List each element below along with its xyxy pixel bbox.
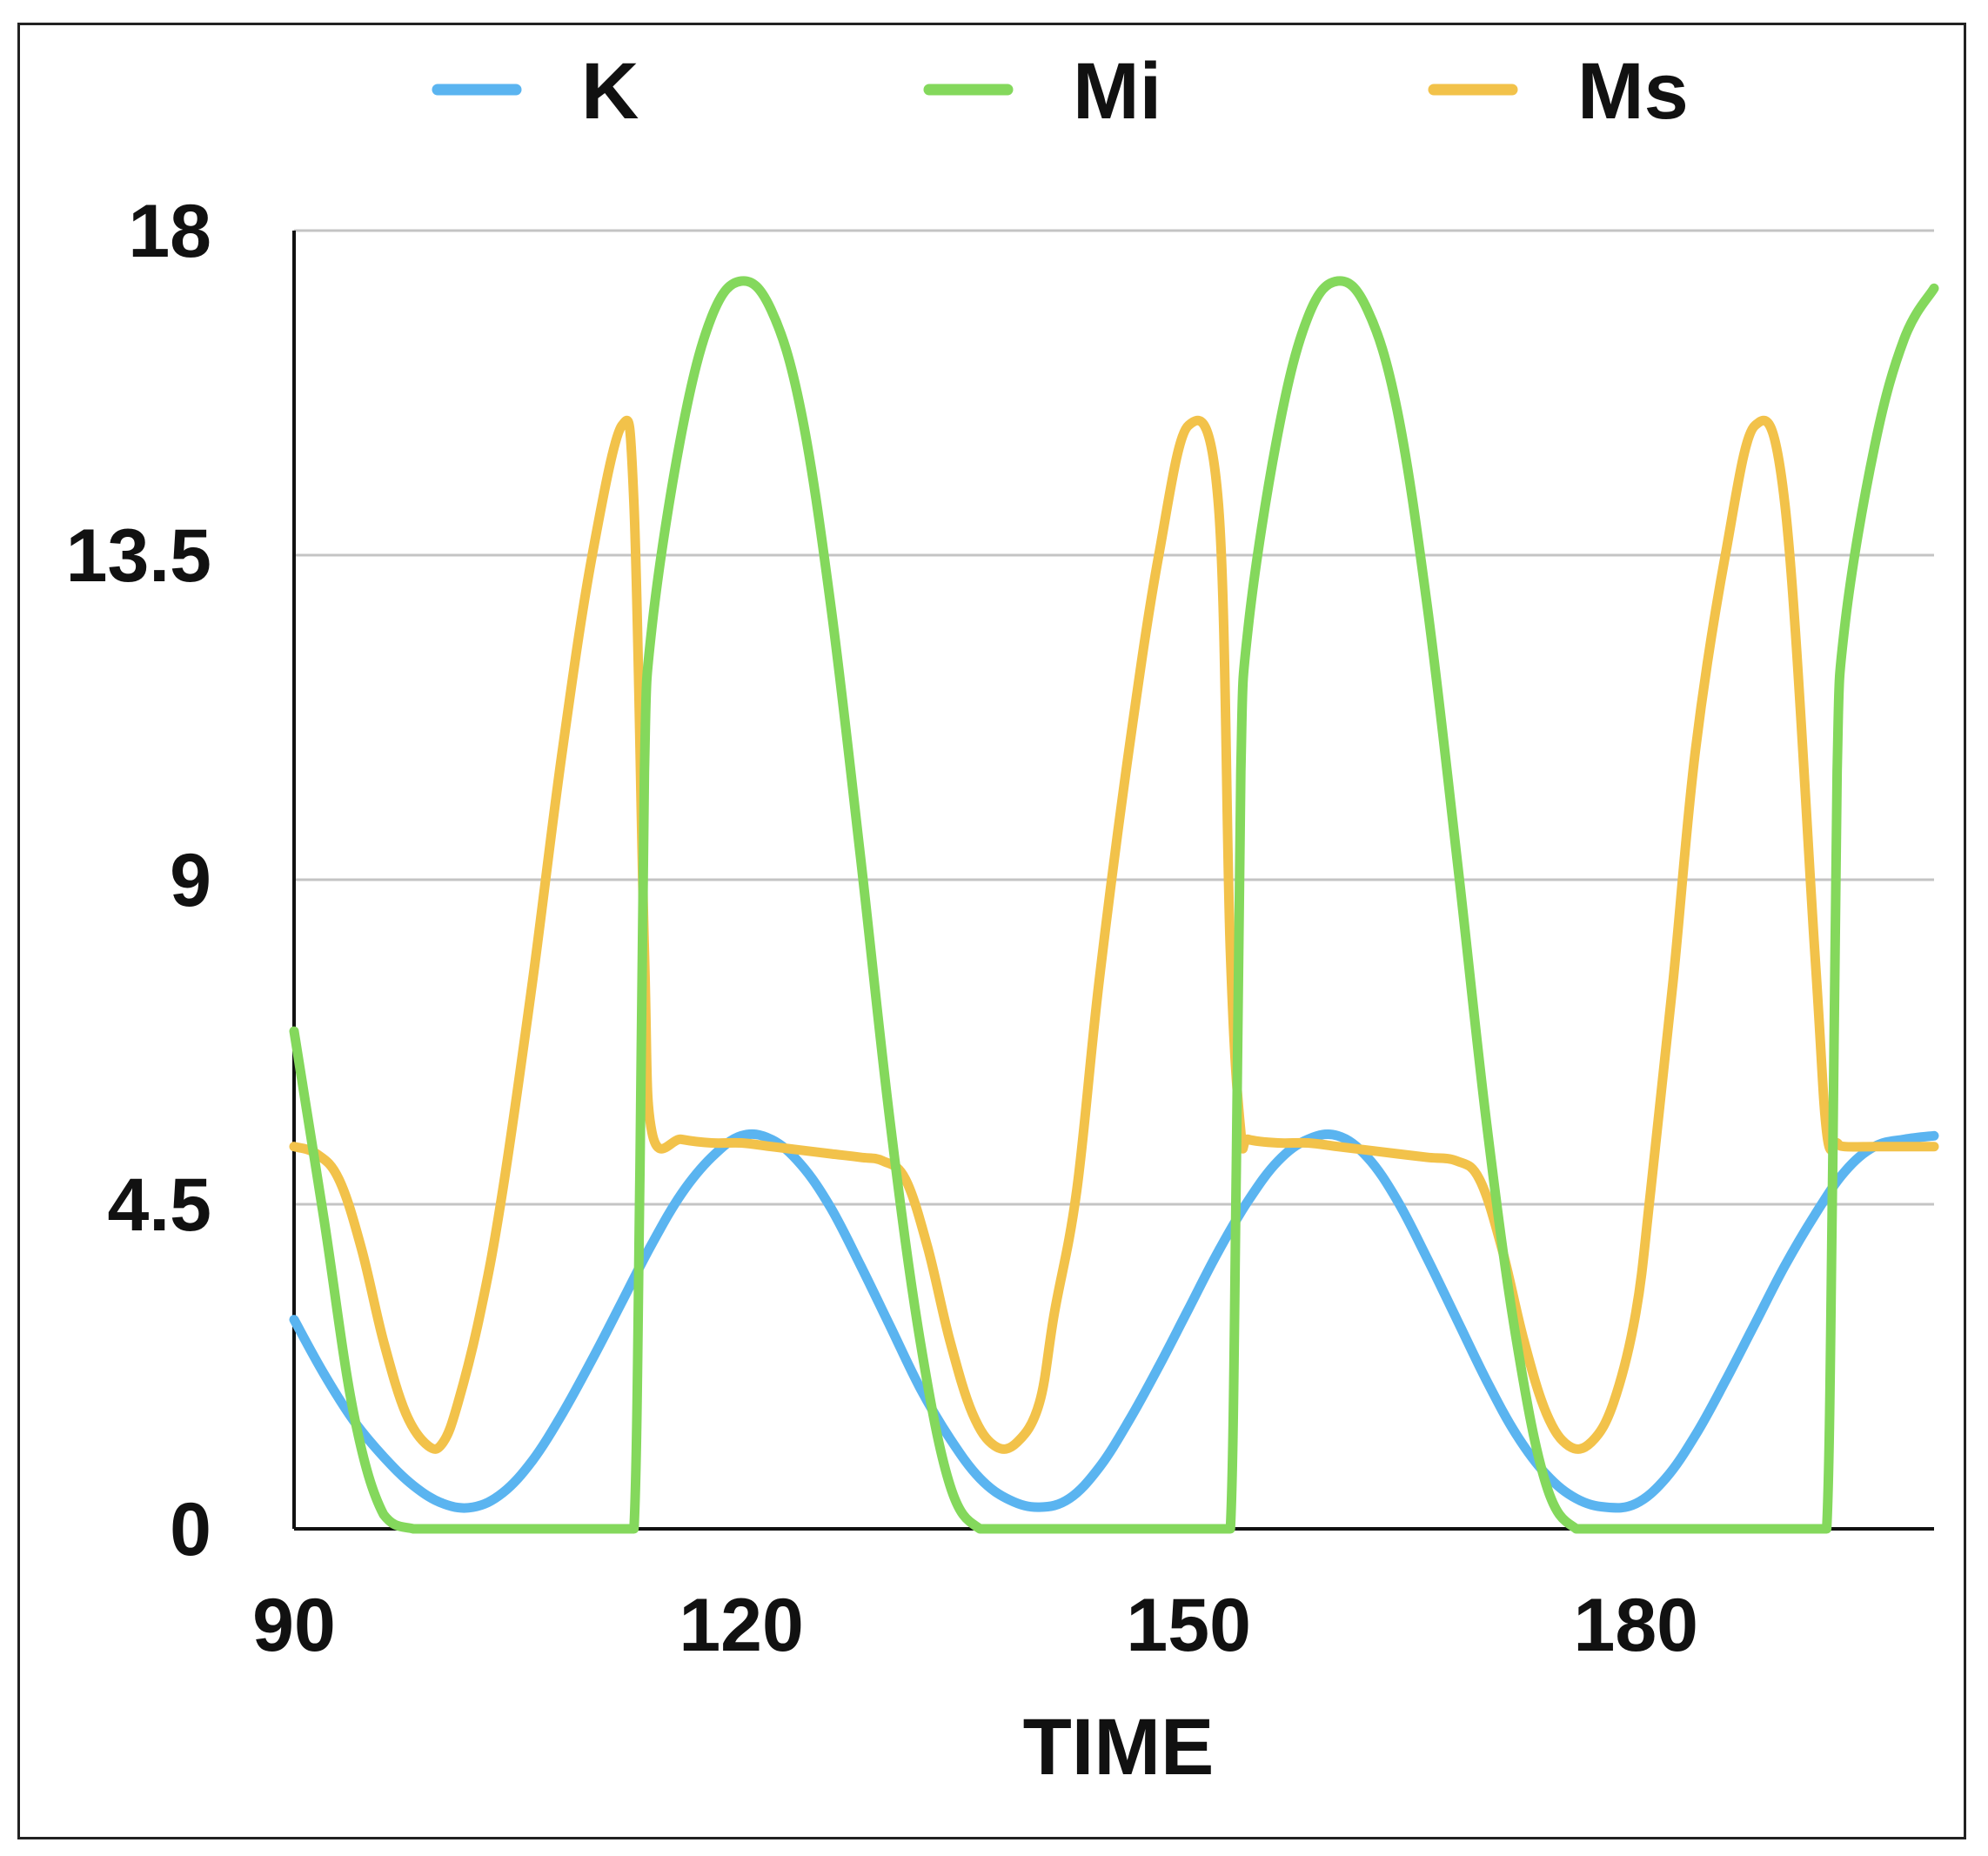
legend-label-k: K	[581, 47, 639, 136]
x-tick-label: 180	[1574, 1584, 1699, 1667]
x-tick-label: 120	[679, 1584, 804, 1667]
x-tick-label: 90	[252, 1584, 336, 1667]
y-tick-label: 4.5	[107, 1163, 211, 1247]
x-axis-title: TIME	[1023, 1703, 1215, 1792]
series-line-ms	[289, 415, 1939, 1454]
line-chart: 0 4.5 9 13.5 18 90 120 150 180 K Mi Ms TIME	[66, 47, 1939, 1792]
y-axis-ticks: 0 4.5 9 13.5 18	[66, 190, 211, 1571]
chart-frame: 0 4.5 9 13.5 18 90 120 150 180 K Mi Ms TIME	[17, 23, 1966, 1839]
x-axis-ticks: 90 120 150 180	[252, 1584, 1698, 1667]
series-line-k	[289, 1129, 1939, 1513]
series-line-mi	[289, 276, 1939, 1534]
series-lines	[289, 276, 1939, 1534]
legend-label-mi: Mi	[1073, 47, 1161, 136]
x-tick-label: 150	[1126, 1584, 1251, 1667]
grid-lines	[294, 229, 1934, 1206]
y-tick-label: 0	[170, 1488, 211, 1571]
y-tick-label: 13.5	[66, 514, 211, 598]
y-tick-label: 18	[128, 190, 211, 273]
legend-label-ms: Ms	[1577, 47, 1689, 136]
legend: K Mi Ms	[432, 47, 1689, 136]
y-tick-label: 9	[170, 839, 211, 922]
